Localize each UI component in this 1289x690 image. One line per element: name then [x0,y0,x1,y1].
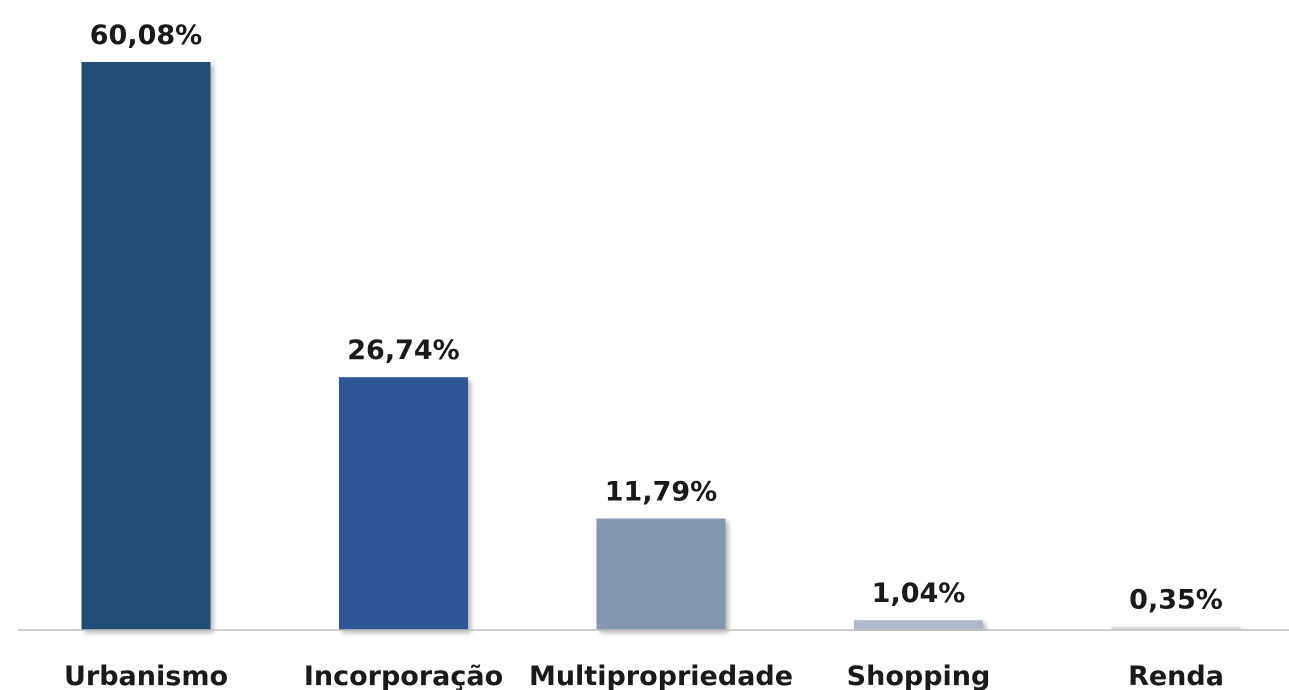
labels-group: 60,08% Urbanismo 26,74% Incorporação 11,79% M… [64,20,1224,690]
category-tick-label: Multipropriedade [529,661,793,690]
bars-group [81,62,1241,630]
data-label: 60,08% [90,20,202,51]
data-label: 26,74% [347,335,459,366]
bar-renda [1111,626,1241,630]
bar-urbanismo [81,62,211,630]
bar-multipropriedade [596,518,726,630]
category-tick-label: Shopping [847,661,991,690]
data-label: 0,35% [1129,585,1223,616]
data-label: 11,79% [605,477,717,508]
bar-shopping [854,620,983,630]
bar-incorporacao [339,377,468,630]
category-tick-label: Incorporação [304,661,503,690]
data-label: 1,04% [872,578,966,609]
category-tick-label: Urbanismo [64,661,228,690]
category-tick-label: Renda [1128,661,1224,690]
